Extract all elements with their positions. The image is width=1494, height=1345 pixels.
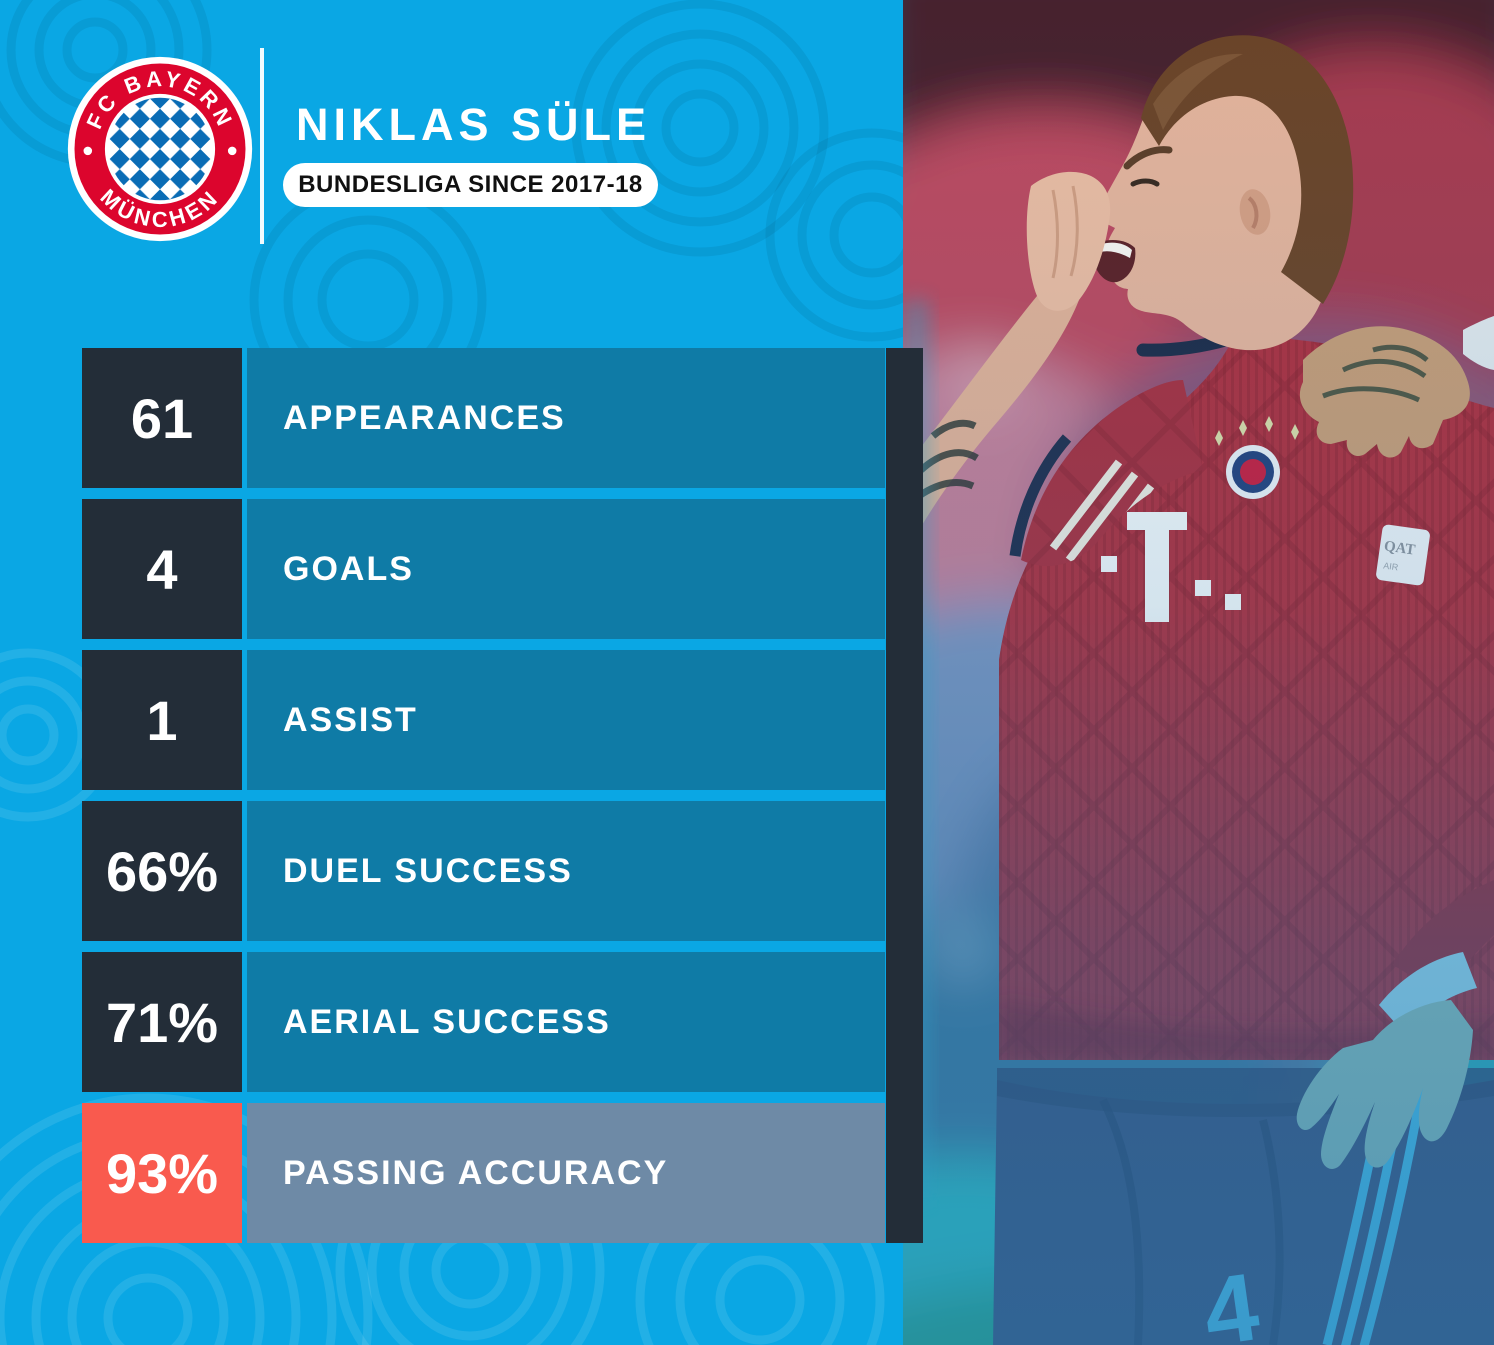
stat-row-appearances: 61 APPEARANCES [82, 348, 885, 488]
stat-row-passing-accuracy: 93% PASSING ACCURACY [82, 1103, 885, 1243]
stat-row-aerial-success: 71% AERIAL SUCCESS [82, 952, 885, 1092]
stat-row-goals: 4 GOALS [82, 499, 885, 639]
stat-label: GOALS [247, 499, 885, 639]
stat-value-highlight: 93% [82, 1103, 242, 1243]
stat-label: ASSIST [247, 650, 885, 790]
club-crest-fc-bayern: FC BAYERN MÜNCHEN [65, 54, 255, 244]
header-divider [260, 48, 264, 244]
photo-color-grade [903, 0, 1494, 1345]
stat-label-highlight: PASSING ACCURACY [247, 1103, 885, 1243]
stat-label: DUEL SUCCESS [247, 801, 885, 941]
stats-panel-edge-strip [886, 348, 923, 1243]
subtitle-text: BUNDESLIGA SINCE 2017-18 [298, 171, 643, 198]
stat-value: 71% [82, 952, 242, 1092]
player-photo: adidas [903, 0, 1494, 1345]
crest-lozenge-core [108, 97, 212, 201]
stat-value: 61 [82, 348, 242, 488]
stat-row-duel-success: 66% DUEL SUCCESS [82, 801, 885, 941]
subtitle-pill: BUNDESLIGA SINCE 2017-18 [283, 163, 658, 207]
stat-value: 4 [82, 499, 242, 639]
stat-value: 1 [82, 650, 242, 790]
player-name-title: NIKLAS SÜLE [296, 99, 652, 150]
stat-label: APPEARANCES [247, 348, 885, 488]
stats-panel: 61 APPEARANCES 4 GOALS 1 ASSIST 66% DUEL… [82, 348, 885, 1243]
stat-label: AERIAL SUCCESS [247, 952, 885, 1092]
stat-row-assist: 1 ASSIST [82, 650, 885, 790]
stat-value: 66% [82, 801, 242, 941]
